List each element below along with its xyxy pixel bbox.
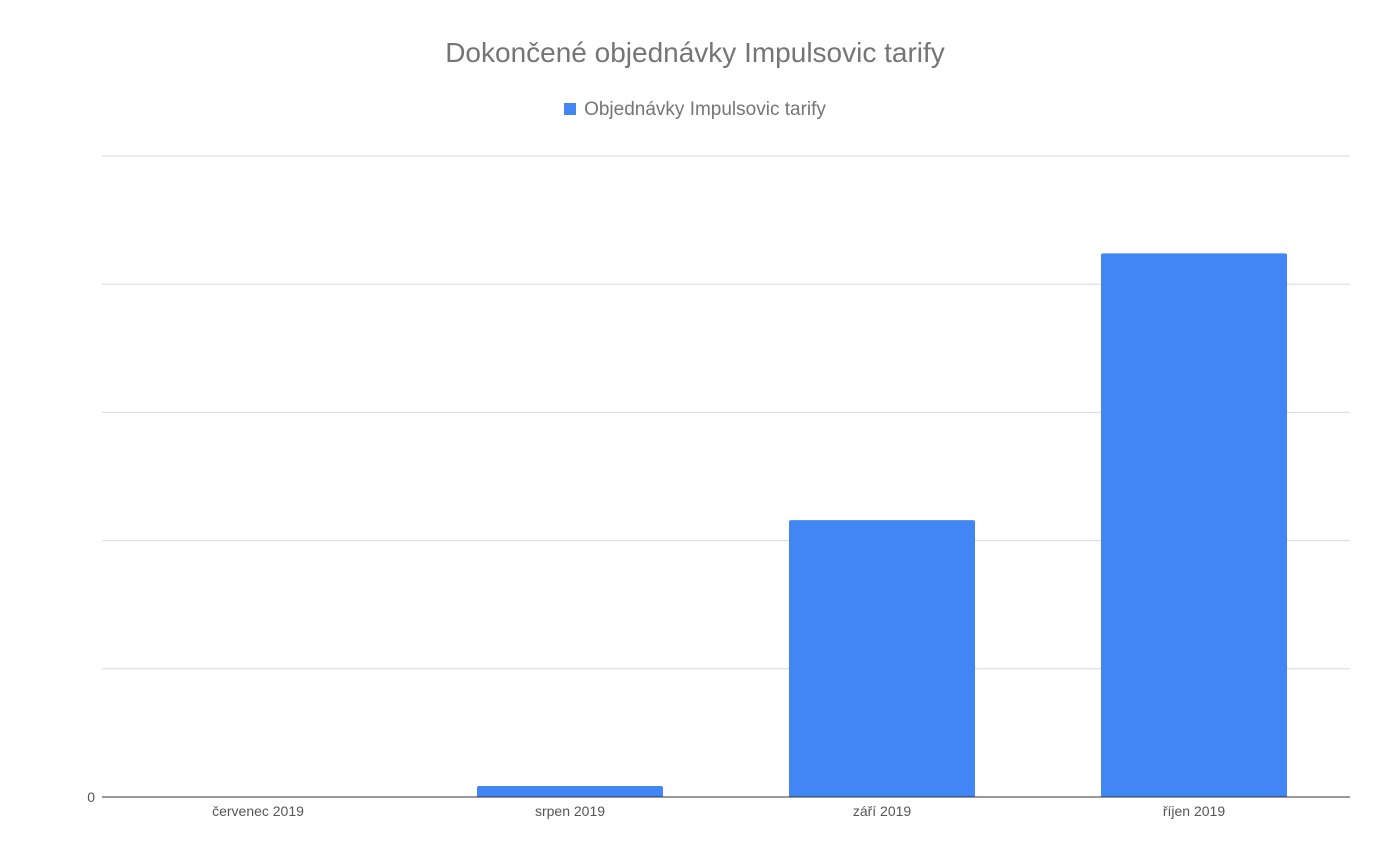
legend-swatch: [564, 103, 577, 115]
x-tick-label: říjen 2019: [1163, 803, 1225, 819]
bars: [477, 253, 1287, 797]
x-tick-label: srpen 2019: [535, 803, 605, 819]
bar-3: [789, 520, 975, 797]
chart-title: Dokončené objednávky Impulsovic tarify: [445, 37, 945, 68]
y-tick-label: 0: [87, 789, 95, 805]
axes: červenec 2019 srpen 2019 září 2019 říjen 20…: [87, 789, 1350, 819]
bar-2: [477, 785, 663, 797]
legend: Objednávky Impulsovic tarify: [0, 99, 1390, 121]
x-tick-label: září 2019: [853, 803, 912, 819]
bar-4: [1101, 253, 1287, 797]
x-tick-label: červenec 2019: [212, 803, 304, 819]
legend-label: Objednávky Impulsovic tarify: [584, 99, 826, 120]
